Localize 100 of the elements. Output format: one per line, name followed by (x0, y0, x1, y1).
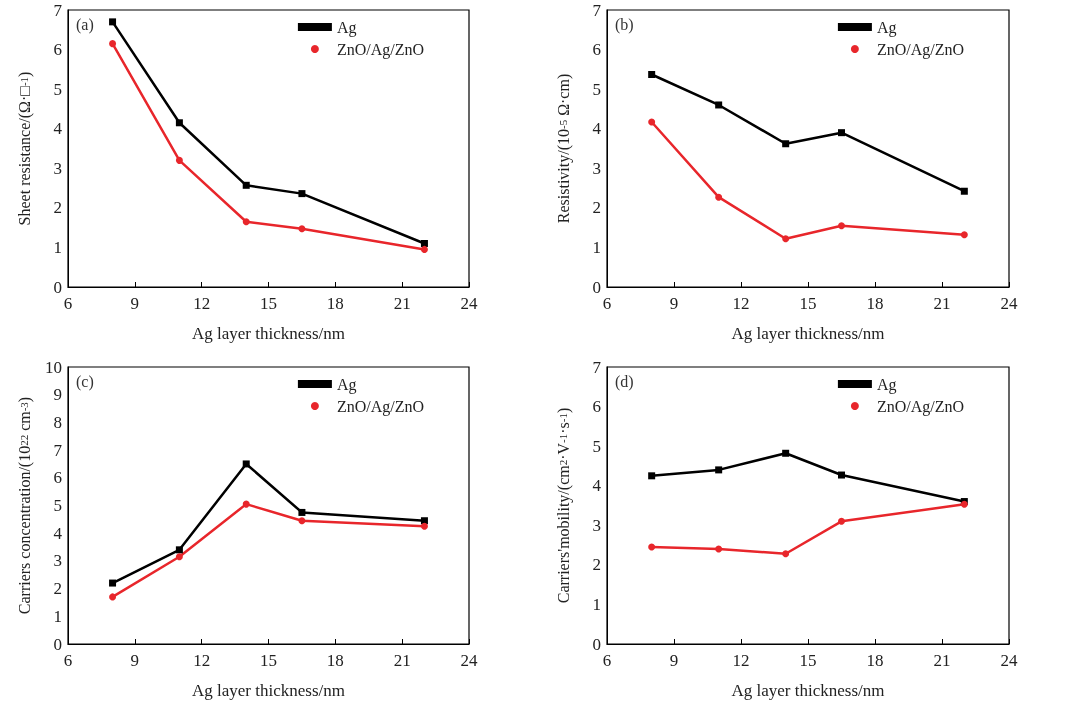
x-tick-label: 9 (130, 651, 140, 670)
legend-label: Ag (876, 375, 897, 394)
point (715, 101, 723, 109)
point (109, 18, 117, 26)
legend-label: ZnO/Ag/ZnO (336, 40, 425, 59)
y-tick-label: 6 (592, 397, 601, 417)
x-tick-label: 21 (933, 651, 951, 670)
y-tick-label: 4 (592, 476, 602, 496)
x-tick-label: 24 (1000, 294, 1018, 313)
y-tick-label: 0 (592, 634, 601, 654)
y-tick-label: 3 (592, 158, 601, 178)
point (838, 129, 845, 137)
point (109, 40, 117, 48)
point (109, 593, 117, 601)
point (420, 517, 428, 525)
x-tick-label: 12 (193, 651, 211, 670)
y-tick-label: 5 (592, 436, 601, 456)
legend-label: ZnO/Ag/ZnO (876, 397, 965, 416)
point (648, 118, 656, 126)
point (648, 472, 656, 480)
y-tick-label: 7 (53, 440, 63, 460)
point (838, 222, 845, 230)
x-axis-title: Ag layer thickness/nm (192, 681, 345, 700)
point (420, 245, 428, 253)
y-tick-label: 1 (592, 237, 601, 257)
legend-label: ZnO/Ag/ZnO (336, 397, 425, 416)
annotation: (c) (76, 372, 94, 391)
point (782, 550, 790, 558)
point (298, 190, 306, 198)
x-tick-label: 21 (393, 651, 411, 670)
x-tick-label: 18 (326, 651, 344, 670)
x-tick-label: 12 (732, 651, 750, 670)
annotation: (a) (76, 15, 94, 34)
y-tick-label: 2 (592, 555, 601, 575)
x-tick-label: 18 (326, 294, 344, 313)
y-tick-label: 0 (592, 277, 601, 297)
x-tick-label: 21 (933, 294, 951, 313)
point (420, 239, 428, 247)
point (715, 545, 723, 553)
x-tick-label: 9 (669, 294, 679, 313)
y-tick-label: 2 (592, 198, 601, 218)
x-axis-title: Ag layer thickness/nm (731, 324, 885, 343)
x-tick-label: 18 (866, 294, 884, 313)
point (298, 225, 306, 233)
y-tick-label: 7 (53, 0, 63, 20)
x-tick-label: 21 (393, 294, 411, 313)
point (298, 508, 306, 516)
x-tick-label: 9 (669, 651, 679, 670)
annotation: (b) (615, 15, 634, 34)
point (838, 471, 845, 479)
point (715, 466, 723, 474)
y-tick-label: 6 (592, 40, 601, 60)
point (298, 517, 306, 525)
x-axis-title: Ag layer thickness/nm (731, 681, 885, 700)
point (960, 231, 968, 239)
legend-label: Ag (336, 375, 357, 394)
y-tick-label: 9 (53, 385, 62, 405)
point (782, 449, 790, 457)
x-tick-label: 15 (799, 294, 817, 313)
y-tick-label: 6 (53, 40, 62, 60)
y-tick-label: 1 (53, 606, 62, 626)
point (175, 119, 183, 127)
y-tick-label: 2 (53, 198, 62, 218)
y-tick-label: 7 (592, 357, 602, 377)
y-tick-label: 5 (53, 79, 62, 99)
point (648, 543, 656, 551)
x-tick-label: 15 (799, 651, 817, 670)
y-tick-label: 10 (45, 357, 62, 377)
legend-label: ZnO/Ag/ZnO (876, 40, 965, 59)
y-tick-label: 3 (53, 551, 62, 571)
x-tick-label: 24 (460, 651, 478, 670)
y-tick-label: 4 (592, 119, 602, 139)
x-tick-label: 24 (460, 294, 478, 313)
point (175, 156, 183, 164)
point (242, 218, 250, 226)
point (242, 500, 250, 508)
x-tick-label: 12 (732, 294, 750, 313)
point (782, 235, 790, 243)
annotation: (d) (615, 372, 634, 391)
y-tick-label: 4 (53, 119, 63, 139)
y-tick-label: 3 (53, 158, 62, 178)
point (715, 193, 723, 201)
point (109, 579, 117, 587)
x-tick-label: 18 (866, 651, 884, 670)
y-tick-label: 5 (53, 496, 62, 515)
point (420, 522, 428, 530)
x-tick-label: 9 (130, 294, 140, 313)
legend-label: Ag (876, 18, 897, 37)
point (838, 517, 845, 525)
x-tick-label: 15 (260, 294, 277, 313)
x-tick-label: 24 (1000, 651, 1018, 670)
x-tick-label: 15 (260, 651, 277, 670)
y-tick-label: 2 (53, 579, 62, 599)
x-axis-title: Ag layer thickness/nm (192, 324, 345, 343)
point (242, 460, 250, 468)
x-tick-label: 12 (193, 294, 211, 313)
y-tick-label: 5 (592, 79, 601, 99)
point (175, 546, 183, 554)
point (782, 140, 790, 148)
y-tick-label: 7 (592, 0, 602, 20)
